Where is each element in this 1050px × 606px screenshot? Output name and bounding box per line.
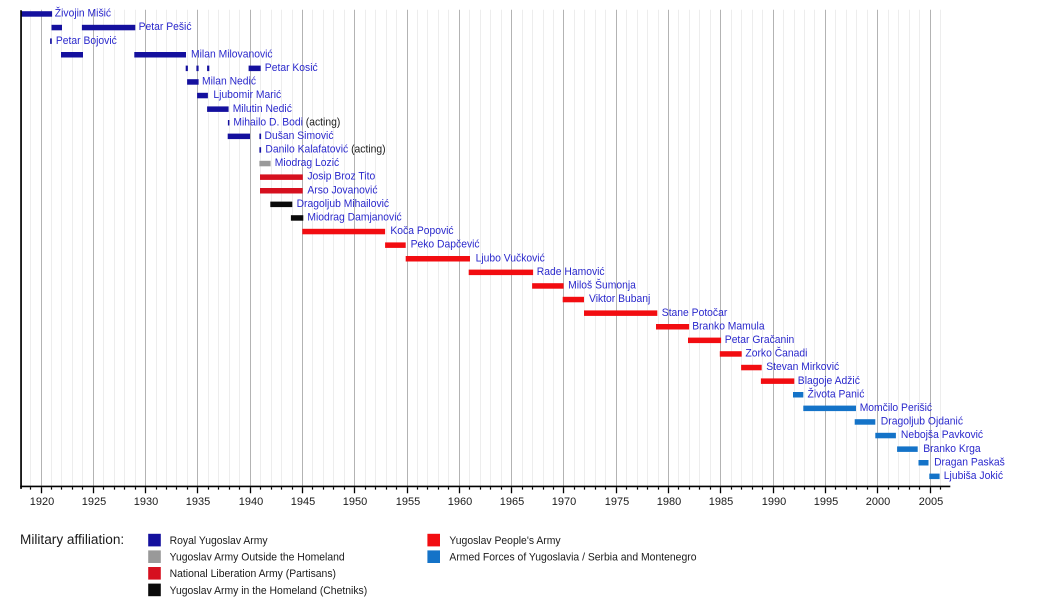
svg-text:Dragan Paskaš: Dragan Paskaš xyxy=(934,456,1005,468)
svg-text:Ljubomir Marić: Ljubomir Marić xyxy=(213,89,281,101)
svg-text:1925: 1925 xyxy=(82,496,106,508)
svg-text:Military affiliation:: Military affiliation: xyxy=(20,532,124,547)
svg-text:1985: 1985 xyxy=(709,496,733,508)
svg-text:Yugoslav Army in the Homeland: Yugoslav Army in the Homeland (Chetniks) xyxy=(170,585,368,597)
svg-text:1920: 1920 xyxy=(30,496,54,508)
svg-text:Branko Krga: Branko Krga xyxy=(923,443,981,455)
svg-text:Momčilo Perišić: Momčilo Perišić xyxy=(860,402,933,414)
svg-text:Mihailo D. Bodi: Mihailo D. Bodi xyxy=(233,116,303,128)
svg-text:Blagoje Adžić: Blagoje Adžić xyxy=(798,375,861,387)
svg-text:Života Panić: Života Panić xyxy=(808,387,865,400)
svg-text:2000: 2000 xyxy=(866,496,890,508)
svg-text:Milan Nedić: Milan Nedić xyxy=(202,76,256,88)
svg-text:Yugoslav Army Outside the Home: Yugoslav Army Outside the Homeland xyxy=(170,552,345,564)
svg-text:Stane Potočar: Stane Potočar xyxy=(662,307,728,319)
svg-text:Živojin Mišić: Živojin Mišić xyxy=(55,7,112,20)
svg-text:Stevan Mirković: Stevan Mirković xyxy=(766,361,839,373)
svg-text:Petar Bojović: Petar Bojović xyxy=(56,35,117,47)
svg-text:1975: 1975 xyxy=(605,496,629,508)
svg-text:Ljubo Vučković: Ljubo Vučković xyxy=(476,252,546,264)
svg-text:1955: 1955 xyxy=(396,496,420,508)
svg-text:Arso Jovanović: Arso Jovanović xyxy=(307,184,378,196)
svg-text:Armed Forces of Yugoslavia / S: Armed Forces of Yugoslavia / Serbia and … xyxy=(449,552,696,564)
svg-text:Petar Kosić: Petar Kosić xyxy=(265,62,318,74)
svg-text:1940: 1940 xyxy=(239,496,263,508)
svg-text:Dušan Simović: Dušan Simović xyxy=(265,130,334,142)
svg-text:Koča Popović: Koča Popović xyxy=(390,225,454,237)
svg-text:1960: 1960 xyxy=(448,496,472,508)
svg-text:Zorko Čanadi: Zorko Čanadi xyxy=(745,347,807,360)
svg-text:(acting): (acting) xyxy=(306,116,341,128)
svg-text:1930: 1930 xyxy=(134,496,158,508)
svg-text:1935: 1935 xyxy=(186,496,210,508)
svg-text:National Liberation Army (Part: National Liberation Army (Partisans) xyxy=(170,568,336,580)
svg-text:Royal Yugoslav Army: Royal Yugoslav Army xyxy=(170,535,268,547)
svg-text:Josip Broz Tito: Josip Broz Tito xyxy=(307,171,375,183)
svg-text:Miodrag Lozić: Miodrag Lozić xyxy=(275,157,340,169)
svg-text:Branko Mamula: Branko Mamula xyxy=(692,320,765,332)
svg-text:1990: 1990 xyxy=(762,496,786,508)
svg-text:1945: 1945 xyxy=(291,496,315,508)
svg-text:2005: 2005 xyxy=(919,496,943,508)
svg-text:Dragoljub Mihailović: Dragoljub Mihailović xyxy=(297,198,390,210)
svg-text:Peko Dapčević: Peko Dapčević xyxy=(411,239,480,251)
svg-text:Nebojša Pavković: Nebojša Pavković xyxy=(901,429,984,441)
svg-text:1980: 1980 xyxy=(657,496,681,508)
svg-text:Petar Gračanin: Petar Gračanin xyxy=(725,334,795,346)
svg-text:1950: 1950 xyxy=(343,496,367,508)
svg-text:Yugoslav People's Army: Yugoslav People's Army xyxy=(449,535,561,547)
svg-text:1970: 1970 xyxy=(552,496,576,508)
svg-text:1965: 1965 xyxy=(500,496,524,508)
svg-text:Milan Milovanović: Milan Milovanović xyxy=(191,48,273,60)
svg-text:Viktor Bubanj: Viktor Bubanj xyxy=(589,293,650,305)
svg-text:Ljubiša Jokić: Ljubiša Jokić xyxy=(944,470,1004,482)
svg-text:Dragoljub Ojdanić: Dragoljub Ojdanić xyxy=(881,416,964,428)
svg-text:Petar Pešić: Petar Pešić xyxy=(139,21,192,33)
svg-text:Milutin Nedić: Milutin Nedić xyxy=(233,103,293,115)
svg-text:Danilo Kalafatović: Danilo Kalafatović xyxy=(265,144,348,156)
svg-text:1995: 1995 xyxy=(814,496,838,508)
svg-text:Rade Hamović: Rade Hamović xyxy=(537,266,605,278)
svg-text:Miloš Šumonja: Miloš Šumonja xyxy=(568,279,637,292)
svg-text:Miodrag Damjanović: Miodrag Damjanović xyxy=(307,212,402,224)
svg-text:(acting): (acting) xyxy=(351,144,386,156)
